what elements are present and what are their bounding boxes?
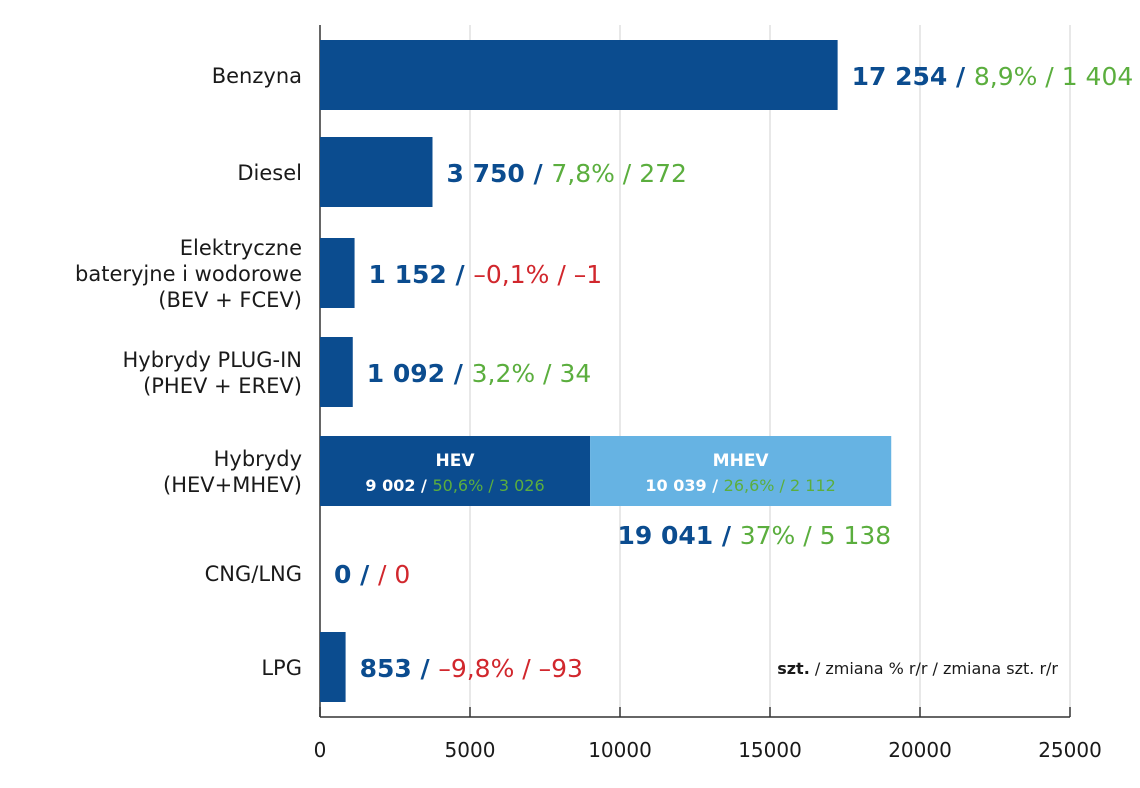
category-label: CNG/LNG xyxy=(205,562,302,586)
category-label: Diesel xyxy=(237,161,302,185)
x-tick-label: 5000 xyxy=(445,738,496,762)
category-label: bateryjne i wodorowe xyxy=(75,262,302,286)
separator: / xyxy=(447,260,474,289)
bar-value-label: 853 / –9,8% / –93 xyxy=(360,654,583,683)
bar-diff: 5 138 xyxy=(820,521,892,550)
legend-note-text: / zmiana % r/r / zmiana szt. r/r xyxy=(810,659,1059,678)
segment-pct: 50,6% xyxy=(432,476,483,495)
x-tick-label: 10000 xyxy=(588,738,652,762)
bar-value-label: 3 750 / 7,8% / 272 xyxy=(447,159,687,188)
x-tick-label: 0 xyxy=(314,738,327,762)
category-label: Benzyna xyxy=(212,64,302,88)
bar-pct: 3,2% xyxy=(472,359,536,388)
category-label: Elektryczne xyxy=(180,236,302,260)
bar-value: 3 750 xyxy=(447,159,525,188)
separator: / xyxy=(795,521,819,550)
separator: / xyxy=(525,159,552,188)
x-tick-label: 20000 xyxy=(888,738,952,762)
bar-pct: 37% xyxy=(740,521,796,550)
x-tick-label: 25000 xyxy=(1038,738,1102,762)
bar xyxy=(320,40,838,110)
x-tick-label: 15000 xyxy=(738,738,802,762)
bar-value-label: 1 152 / –0,1% / –1 xyxy=(369,260,603,289)
bar-diff: 272 xyxy=(639,159,687,188)
segment-name: HEV xyxy=(436,451,476,471)
separator: / xyxy=(947,62,974,91)
bar-pct: 7,8% xyxy=(551,159,615,188)
separator: / xyxy=(713,521,740,550)
separator: / xyxy=(483,476,499,495)
category-label: (PHEV + EREV) xyxy=(143,374,302,398)
segment-value: 9 002 xyxy=(365,476,415,495)
bar-value-label: 0 / / 0 xyxy=(334,560,410,589)
bar-diff: 0 xyxy=(394,560,410,589)
segment-name: MHEV xyxy=(713,451,770,471)
legend-note-unit: szt. xyxy=(777,659,810,678)
bar-value: 17 254 xyxy=(852,62,948,91)
bar-value: 1 092 xyxy=(367,359,445,388)
segment-pct: 26,6% xyxy=(724,476,775,495)
bar-value: 853 xyxy=(360,654,412,683)
bar-value: 1 152 xyxy=(369,260,447,289)
separator: / xyxy=(378,560,394,589)
bar xyxy=(320,137,433,207)
separator: / xyxy=(415,476,432,495)
separator: / xyxy=(615,159,639,188)
separator: / xyxy=(1037,62,1061,91)
category-label: Hybrydy PLUG-IN xyxy=(123,348,302,372)
segment-value: 10 039 xyxy=(645,476,706,495)
segment-value-label: 9 002 / 50,6% / 3 026 xyxy=(365,476,544,495)
separator: / xyxy=(774,476,790,495)
bar-value-label: 1 092 / 3,2% / 34 xyxy=(367,359,592,388)
bar-diff: –93 xyxy=(539,654,583,683)
bar-pct: –9,8% xyxy=(438,654,514,683)
bar-pct: –0,1% xyxy=(473,260,549,289)
bar xyxy=(320,337,353,407)
segment-diff: 3 026 xyxy=(499,476,545,495)
legend-note: szt. / zmiana % r/r / zmiana szt. r/r xyxy=(777,659,1058,678)
separator: / xyxy=(535,359,559,388)
category-label: (HEV+MHEV) xyxy=(163,473,302,497)
bar xyxy=(320,238,355,308)
bar-value-label: 17 254 / 8,9% / 1 404 xyxy=(852,62,1134,91)
bar-diff: 34 xyxy=(559,359,591,388)
bar-value: 0 xyxy=(334,560,351,589)
bar-diff: 1 404 xyxy=(1062,62,1134,91)
separator: / xyxy=(549,260,573,289)
segment-value-label: 10 039 / 26,6% / 2 112 xyxy=(645,476,835,495)
category-label: (BEV + FCEV) xyxy=(158,288,302,312)
total-value-label: 19 041 / 37% / 5 138 xyxy=(618,521,892,550)
bar xyxy=(320,632,346,702)
category-label: LPG xyxy=(261,656,302,680)
bar-value: 19 041 xyxy=(618,521,714,550)
separator: / xyxy=(351,560,378,589)
segment-diff: 2 112 xyxy=(790,476,836,495)
bar-pct: 8,9% xyxy=(974,62,1038,91)
separator: / xyxy=(514,654,538,683)
separator: / xyxy=(412,654,439,683)
bar-segment-mhev xyxy=(590,436,892,506)
bar-segment-hev xyxy=(320,436,591,506)
separator: / xyxy=(707,476,724,495)
bar-diff: –1 xyxy=(574,260,602,289)
category-label: Hybrydy xyxy=(214,447,302,471)
separator: / xyxy=(445,359,472,388)
